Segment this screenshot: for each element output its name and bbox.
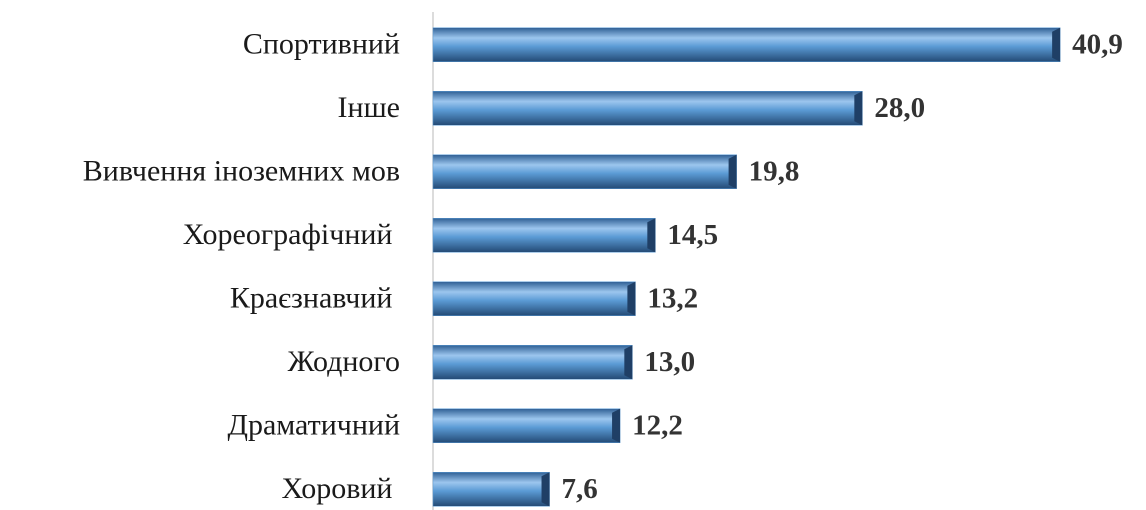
bar	[432, 345, 633, 380]
bar	[432, 408, 621, 443]
category-label: Спортивний	[243, 28, 400, 61]
category-label: Краєзнавчий	[230, 282, 400, 315]
category-label: Інше	[338, 91, 400, 124]
bar-end-cap	[728, 154, 737, 189]
bar-end-cap	[1052, 27, 1061, 62]
value-label: 13,2	[647, 282, 698, 314]
category-label: Хореографічний	[183, 218, 400, 251]
category-label: Жодного	[288, 345, 400, 378]
value-label: 19,8	[749, 155, 800, 187]
value-label: 28,0	[874, 92, 925, 124]
value-label: 14,5	[667, 219, 718, 251]
category-label: Вивчення іноземних мов	[83, 155, 400, 188]
bar-end-cap	[627, 281, 636, 316]
value-label: 7,6	[562, 473, 598, 505]
bar-end-cap	[647, 218, 656, 253]
bar-end-cap	[624, 345, 633, 380]
bar	[432, 27, 1061, 62]
category-label: Хоровий	[281, 472, 400, 505]
bar	[432, 154, 737, 189]
bar-end-cap	[541, 472, 550, 507]
value-label: 40,9	[1072, 28, 1123, 60]
bar	[432, 218, 656, 253]
bar	[432, 91, 863, 126]
category-label: Драматичний	[227, 409, 400, 442]
bar-end-cap	[612, 408, 621, 443]
bar	[432, 472, 550, 507]
value-label: 12,2	[632, 409, 683, 441]
bar-end-cap	[854, 91, 863, 126]
bar	[432, 281, 636, 316]
value-label: 13,0	[644, 346, 695, 378]
